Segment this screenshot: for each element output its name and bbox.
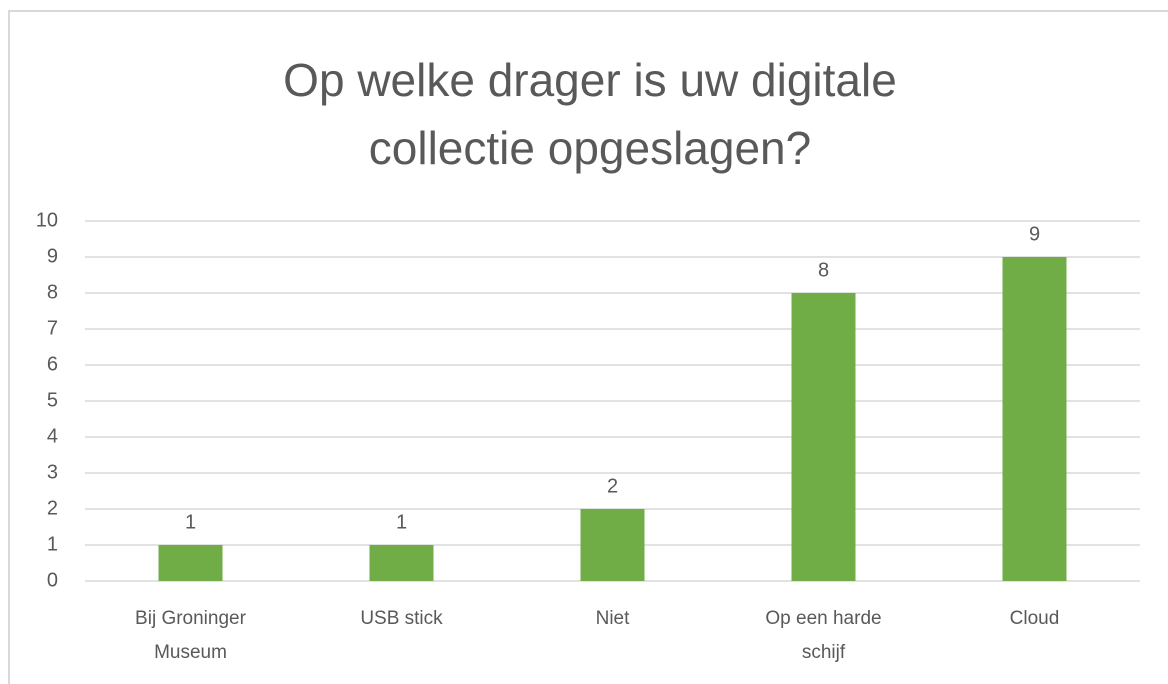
y-tick-label: 9 [47, 245, 58, 267]
x-tick-label: Bij Groninger Museum [135, 608, 246, 663]
data-label: 2 [607, 475, 618, 497]
bar [369, 545, 434, 581]
data-label: 1 [396, 511, 407, 533]
y-tick-label: 2 [47, 497, 58, 519]
chart-frame [8, 10, 1168, 684]
x-tick-label: Niet [595, 608, 630, 629]
y-tick-label: 3 [47, 461, 58, 483]
bar [158, 545, 223, 581]
chart-title: Op welke drager is uw digitale collectie… [283, 54, 897, 174]
y-tick-label: 4 [47, 425, 58, 447]
x-tick-label: Cloud [1009, 608, 1060, 629]
bar [1002, 257, 1067, 581]
y-tick-label: 5 [47, 389, 58, 411]
x-tick-label: USB stick [360, 608, 443, 629]
y-tick-label: 0 [47, 569, 58, 591]
bar [580, 509, 645, 581]
y-tick-label: 6 [47, 353, 58, 375]
bar [791, 293, 856, 581]
y-tick-label: 10 [36, 209, 58, 231]
y-tick-label: 7 [47, 317, 58, 339]
x-tick-label: Op een harde schijf [765, 608, 882, 663]
data-label: 9 [1029, 223, 1040, 245]
data-label: 1 [185, 511, 196, 533]
y-tick-label: 1 [47, 533, 58, 555]
y-tick-label: 8 [47, 281, 58, 303]
data-label: 8 [818, 259, 829, 281]
